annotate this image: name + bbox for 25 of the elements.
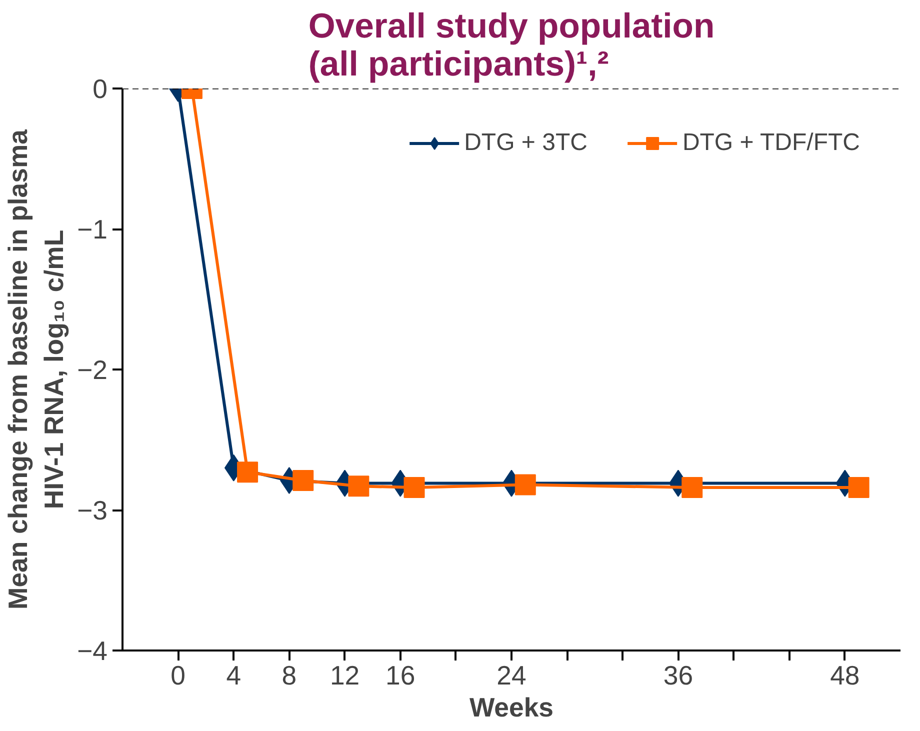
y-tick-label: −4 (77, 636, 108, 666)
x-tick-label: 36 (663, 660, 694, 690)
x-tick-label: 12 (330, 660, 360, 690)
chart-title: Overall study population (all participants)¹,² (308, 8, 715, 84)
x-tick-label: 0 (170, 660, 186, 690)
y-axis-title: Mean change from baseline in plasma HIV-1 RNA, log₁₀ c/mL (3, 129, 70, 610)
x-axis-title: Weeks (470, 692, 554, 722)
y-tick-label: 0 (92, 74, 108, 104)
x-tick-label: 24 (496, 660, 526, 690)
legend-label: DTG + TDF/FTC (682, 129, 860, 157)
legend-label: DTG + 3TC (464, 129, 588, 157)
point (237, 462, 258, 483)
point (404, 477, 425, 498)
point (848, 477, 870, 498)
y-tick-label: −1 (77, 214, 108, 244)
x-tick-label: 48 (830, 660, 860, 690)
point (682, 477, 703, 498)
y-tick-label: −3 (77, 496, 108, 526)
x-tick-label: 4 (226, 660, 242, 690)
point (514, 474, 536, 496)
y-tick-label: −2 (77, 355, 108, 385)
x-tick-label: 16 (386, 660, 416, 690)
x-tick-label: 8 (282, 660, 297, 690)
point (348, 476, 370, 497)
point (292, 470, 314, 491)
